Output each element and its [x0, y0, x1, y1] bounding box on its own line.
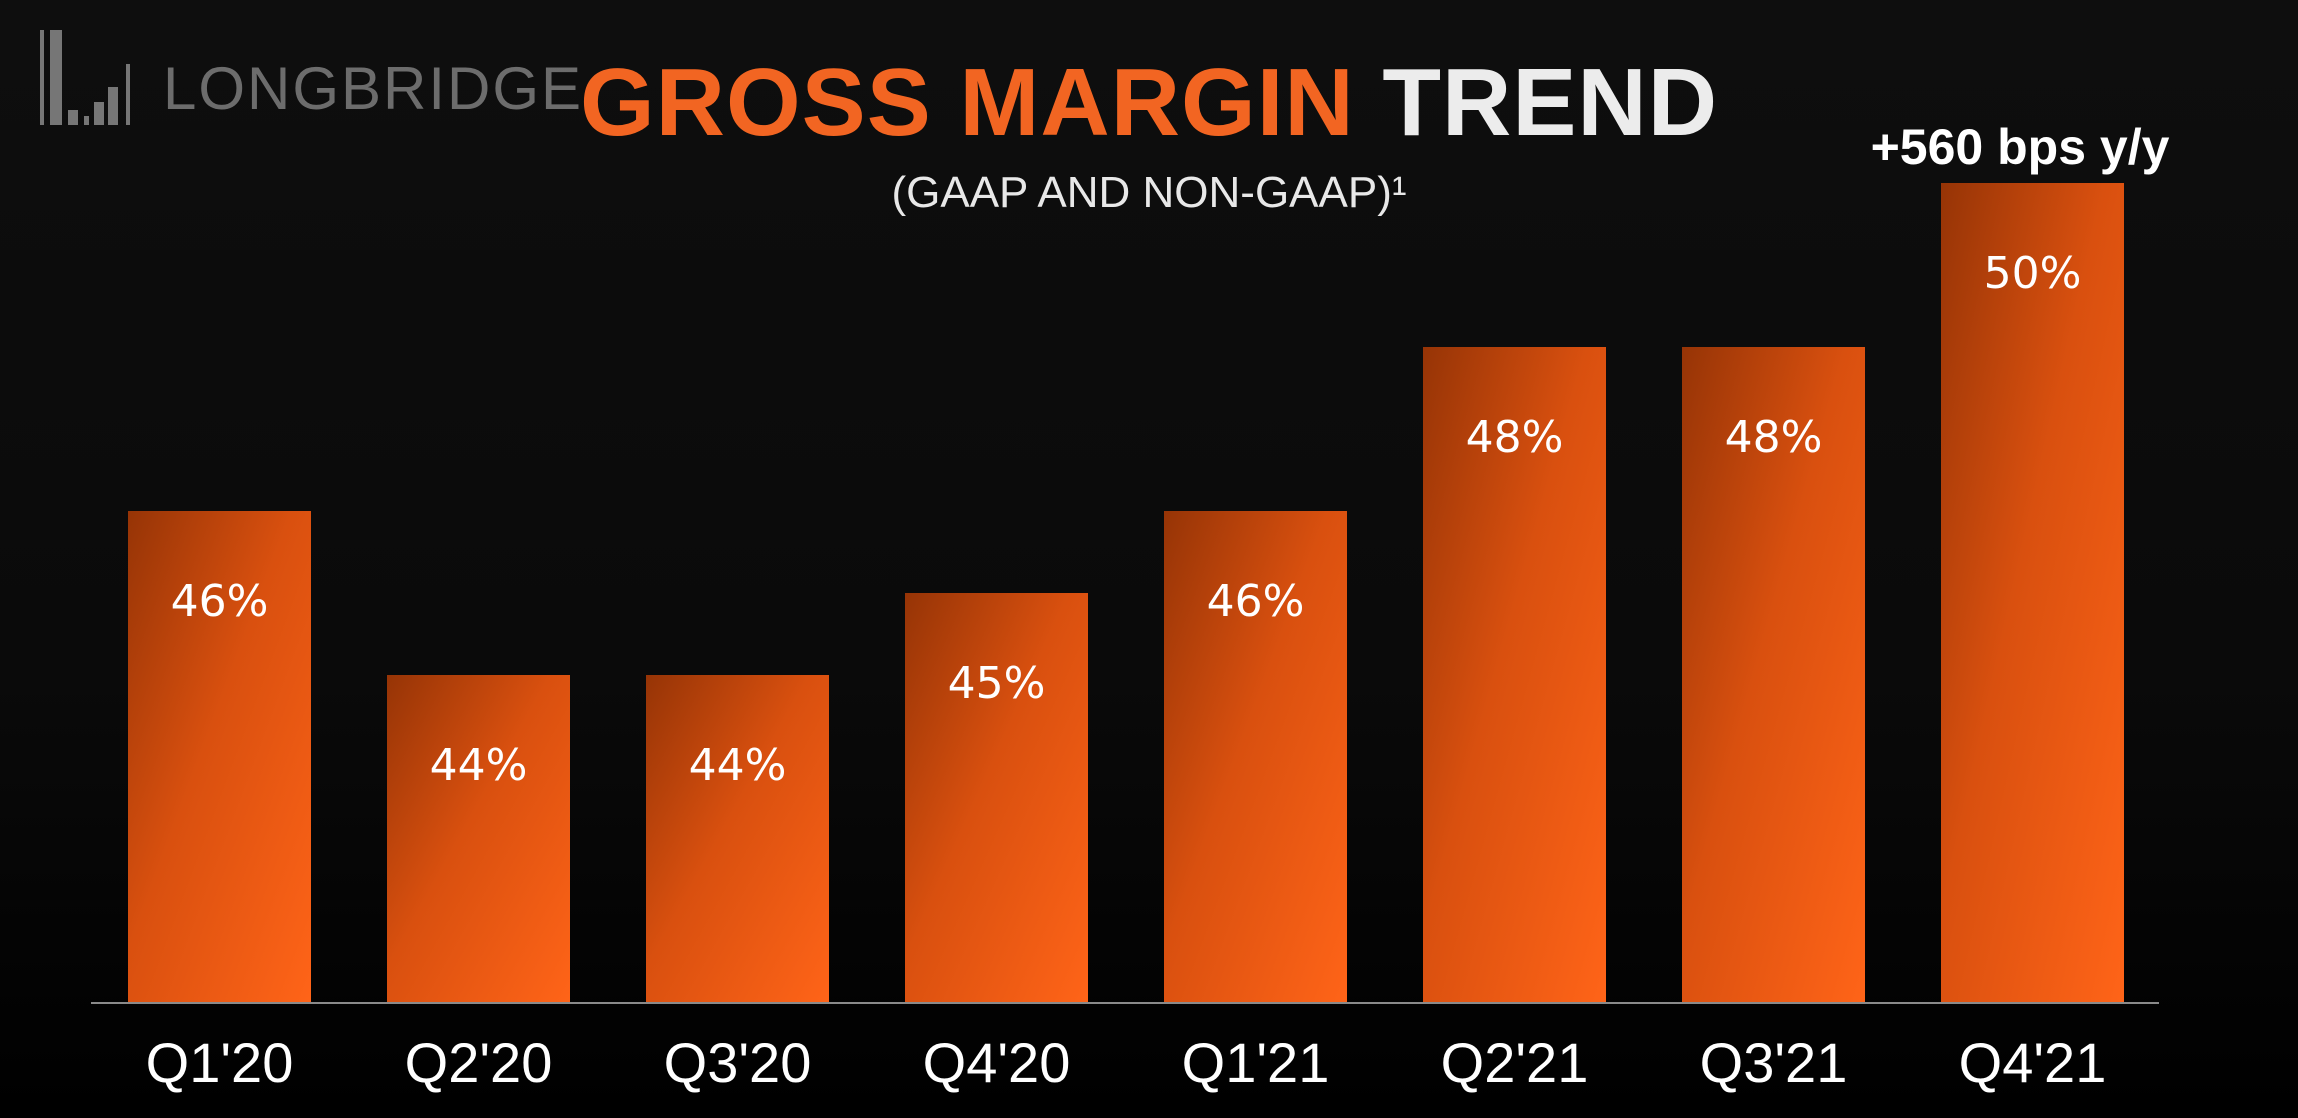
- x-tick-label: Q1'20: [146, 1031, 294, 1094]
- bar-Q4'20: [905, 593, 1088, 1003]
- bar-Q3'21: [1682, 347, 1865, 1003]
- data-label: 44%: [689, 740, 787, 791]
- x-tick-label: Q2'20: [405, 1031, 553, 1094]
- title-accent: GROSS MARGIN: [579, 49, 1355, 156]
- x-tick-label: Q4'20: [923, 1031, 1071, 1094]
- data-label: 46%: [171, 576, 269, 627]
- title-rest: TREND: [1382, 49, 1719, 156]
- bar-Q2'20: [387, 675, 570, 1003]
- bar-Q2'21: [1423, 347, 1606, 1003]
- chart-subtitle: (GAAP AND NON-GAAP)¹: [891, 168, 1407, 217]
- x-tick-label: Q2'21: [1441, 1031, 1589, 1094]
- bar-Q1'20: [128, 511, 311, 1003]
- watermark: LONGBRIDGE: [40, 30, 583, 125]
- x-tick-label: Q3'20: [664, 1031, 812, 1094]
- x-tick-label: Q1'21: [1182, 1031, 1330, 1094]
- data-label: 45%: [948, 658, 1046, 709]
- watermark-text: LONGBRIDGE: [163, 55, 584, 122]
- data-label: 50%: [1984, 248, 2082, 299]
- data-label: 46%: [1207, 576, 1305, 627]
- data-label: 48%: [1466, 412, 1564, 463]
- x-tick-label: Q3'21: [1700, 1031, 1848, 1094]
- chart-title: GROSS MARGIN TREND: [0, 48, 2298, 158]
- annotation: +560 bps y/y: [1870, 119, 2170, 175]
- longbridge-logo-icon: [40, 30, 130, 125]
- data-label: 48%: [1725, 412, 1823, 463]
- bar-Q1'21: [1164, 511, 1347, 1003]
- bar-Q3'20: [646, 675, 829, 1003]
- x-tick-label: Q4'21: [1959, 1031, 2107, 1094]
- data-label: 44%: [430, 740, 528, 791]
- bar-Q4'21: [1941, 183, 2124, 1003]
